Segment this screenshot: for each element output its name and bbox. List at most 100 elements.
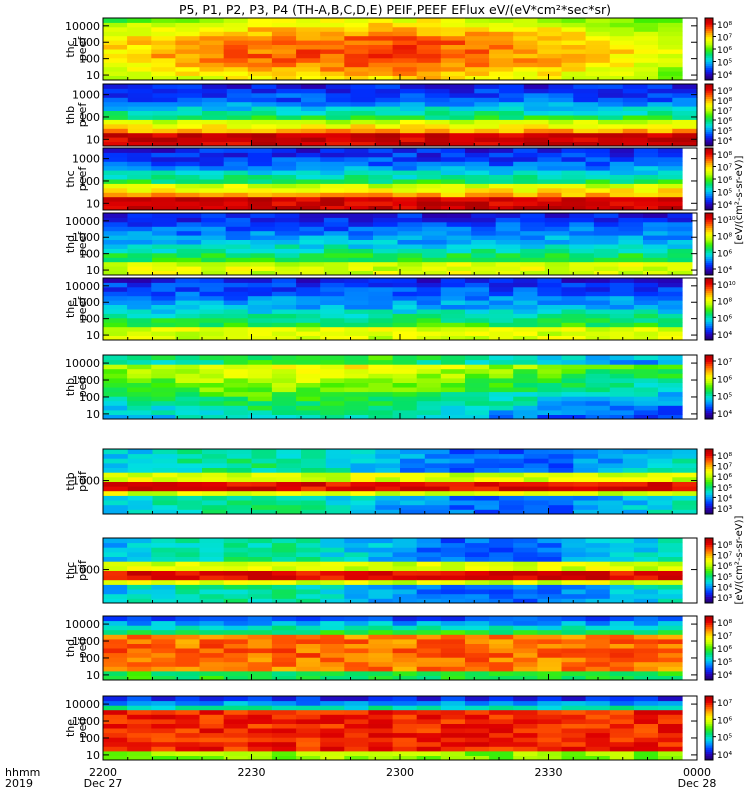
heatmap-cell	[350, 462, 376, 468]
panel-label-product: peif	[76, 470, 89, 492]
heatmap-cell	[223, 286, 249, 292]
heatmap-cell	[537, 309, 562, 314]
colorbar-segment	[705, 59, 713, 62]
heatmap-cell	[513, 565, 538, 571]
heatmap-cell	[489, 542, 514, 548]
heatmap-cell	[199, 382, 225, 388]
heatmap-cell	[465, 26, 490, 32]
heatmap-cell	[537, 317, 562, 323]
heatmap-cell	[440, 657, 466, 663]
colorbar-segment	[705, 630, 713, 634]
heatmap-cell	[177, 504, 203, 510]
heatmap-cell	[513, 737, 538, 743]
heatmap-cell	[202, 141, 228, 147]
heatmap-cell	[622, 486, 649, 492]
heatmap-cell	[397, 248, 423, 254]
heatmap-cell	[247, 700, 273, 706]
heatmap-cell	[585, 579, 611, 585]
heatmap-cell	[247, 625, 273, 631]
heatmap-cell	[585, 741, 611, 747]
heatmap-cell	[296, 666, 321, 672]
heatmap-cell	[672, 132, 698, 138]
colorbar-tick-label: 10⁴	[717, 671, 732, 681]
heatmap-cell	[225, 252, 251, 258]
heatmap-cell	[633, 746, 659, 752]
heatmap-cell	[424, 509, 451, 515]
colorbar-tick-label: 10⁴	[717, 266, 732, 276]
colorbar-segment	[705, 626, 713, 630]
colorbar-segment	[705, 280, 713, 283]
heatmap-cell	[247, 187, 273, 193]
heatmap-cell	[296, 579, 321, 585]
heatmap-cell	[271, 728, 297, 734]
heatmap-cell	[127, 174, 152, 180]
heatmap-cell	[573, 486, 599, 492]
heatmap-cell	[320, 187, 345, 193]
heatmap-cell	[658, 696, 683, 702]
heatmap-cell	[271, 714, 297, 720]
heatmap-cell	[247, 22, 273, 28]
heatmap-cell	[561, 709, 587, 715]
heatmap-cell	[499, 481, 525, 487]
heatmap-cell	[537, 625, 562, 631]
heatmap-cell	[296, 396, 321, 402]
heatmap-cell	[223, 732, 249, 738]
heatmap-cell	[103, 304, 128, 310]
heatmap-cell	[103, 620, 128, 626]
heatmap-cell	[175, 156, 200, 162]
heatmap-cell	[573, 92, 599, 98]
heatmap-cell	[513, 156, 538, 162]
heatmap-cell	[296, 322, 321, 328]
heatmap-cell	[400, 132, 426, 138]
y-tick-label: 10000	[65, 280, 100, 293]
heatmap-cell	[392, 661, 418, 667]
heatmap-cell	[320, 634, 345, 640]
heatmap-cell	[622, 141, 649, 147]
heatmap-cell	[658, 728, 683, 734]
heatmap-cell	[392, 75, 418, 81]
heatmap-cell	[422, 257, 448, 263]
heatmap-cell	[593, 270, 619, 276]
heatmap-cell	[489, 556, 514, 562]
heatmap-cell	[465, 278, 490, 283]
heatmap-cell	[344, 696, 369, 702]
heatmap-cell	[416, 57, 442, 63]
heatmap-cell	[199, 179, 225, 184]
colorbar-segment	[705, 162, 713, 166]
heatmap-cell	[325, 509, 352, 515]
heatmap-cell	[585, 156, 611, 162]
heatmap-cell	[392, 589, 418, 595]
heatmap-cell	[344, 331, 369, 336]
heatmap-cell	[609, 71, 635, 76]
heatmap-cell	[609, 709, 635, 715]
heatmap-cell	[247, 714, 273, 720]
heatmap-cell	[223, 750, 249, 756]
heatmap-cell	[499, 500, 525, 506]
heatmap-cell	[247, 570, 273, 576]
heatmap-cell	[320, 575, 345, 581]
heatmap-cell	[226, 92, 253, 98]
colorbar-segment	[705, 313, 713, 316]
heatmap-cell	[344, 359, 369, 365]
heatmap-cell	[296, 556, 321, 562]
heatmap-cell	[344, 326, 369, 332]
heatmap-cell	[416, 620, 442, 626]
heatmap-cell	[103, 579, 128, 585]
heatmap-cell	[375, 476, 401, 482]
heatmap-cell	[548, 458, 574, 464]
heatmap-cell	[296, 364, 321, 370]
heatmap-cell	[633, 728, 659, 734]
heatmap-cell	[499, 490, 525, 496]
heatmap-cell	[585, 192, 611, 198]
heatmap-cell	[489, 561, 514, 567]
heatmap-cell	[569, 230, 595, 236]
heatmap-cell	[151, 278, 176, 283]
heatmap-cell	[499, 467, 525, 473]
heatmap-cell	[199, 746, 225, 752]
heatmap-cell	[416, 165, 442, 171]
heatmap-cell	[622, 495, 649, 501]
heatmap-cell	[151, 196, 176, 202]
heatmap-cell	[344, 53, 369, 59]
heatmap-cell	[561, 629, 587, 635]
